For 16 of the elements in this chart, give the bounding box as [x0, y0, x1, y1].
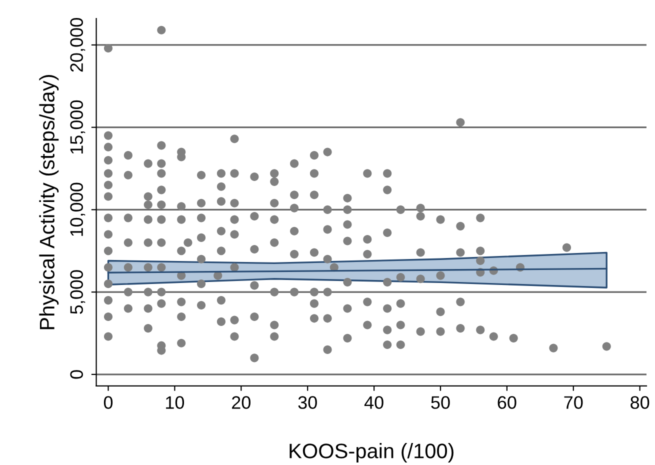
- x-tick-label: 70: [564, 396, 583, 409]
- x-tick-label: 30: [298, 396, 317, 409]
- x-tick-label: 60: [498, 396, 516, 409]
- x-axis-title: KOOS-pain (/100): [290, 443, 454, 462]
- x-tick-label: 10: [166, 396, 184, 409]
- y-tick-label: 15,000: [70, 100, 86, 154]
- x-tick-label: 80: [630, 396, 650, 409]
- y-tick-label: 20,000: [70, 18, 86, 72]
- x-tick-label: 20: [232, 396, 250, 409]
- y-tick-label: 5,000: [70, 270, 86, 314]
- y-axis-title: Physical Activity (steps/day): [39, 75, 59, 330]
- x-tick-label: 50: [431, 396, 450, 409]
- y-tick-label: 10,000: [70, 182, 86, 236]
- y-tick-label: 0: [70, 370, 83, 379]
- x-tick-label: 0: [104, 396, 113, 409]
- x-tick-label: 40: [364, 396, 384, 409]
